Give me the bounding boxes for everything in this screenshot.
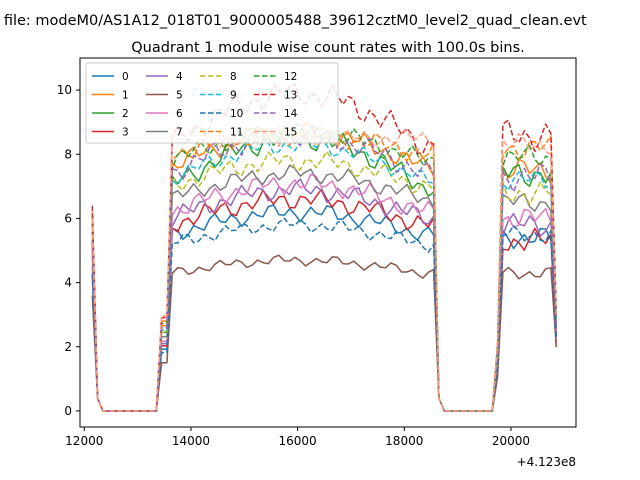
- legend-label-6: 6: [176, 108, 183, 120]
- y-tick-label: 4: [64, 276, 72, 290]
- legend-label-0: 0: [122, 71, 129, 83]
- legend-label-4: 4: [176, 71, 183, 83]
- legend-label-7: 7: [176, 127, 183, 139]
- x-tick-label: 14000: [172, 434, 210, 448]
- y-tick-label: 2: [64, 340, 72, 354]
- legend-label-5: 5: [176, 90, 183, 102]
- legend-box: [85, 62, 339, 144]
- legend-label-8: 8: [230, 71, 237, 83]
- legend-label-9: 9: [230, 90, 237, 102]
- legend-label-1: 1: [122, 90, 129, 102]
- y-tick-label: 10: [57, 83, 72, 97]
- x-axis: 12000 14000 16000 18000 20000: [65, 427, 530, 448]
- x-tick-label: 20000: [492, 434, 530, 448]
- legend-label-12: 12: [284, 71, 297, 83]
- legend-label-13: 13: [284, 90, 297, 102]
- x-tick-label: 16000: [279, 434, 317, 448]
- x-axis-offset-label: +4.123e8: [517, 455, 576, 469]
- y-tick-label: 6: [64, 211, 72, 225]
- legend-label-3: 3: [122, 127, 129, 139]
- chart-title: Quadrant 1 module wise count rates with …: [131, 40, 525, 56]
- legend-label-11: 11: [230, 127, 243, 139]
- plot-area-frame: [79, 57, 577, 428]
- legend-label-15: 15: [284, 127, 297, 139]
- x-tick-label: 12000: [65, 434, 103, 448]
- figure-suptitle: in file: modeM0/AS1A12_018T01_9000005488…: [0, 13, 587, 29]
- x-tick-label: 18000: [385, 434, 423, 448]
- y-tick-label: 0: [64, 404, 72, 418]
- legend-label-2: 2: [122, 108, 129, 120]
- y-tick-label: 8: [64, 147, 72, 161]
- legend-label-10: 10: [230, 108, 243, 120]
- y-axis: 0 2 4 6 8 10: [57, 83, 80, 418]
- legend-label-14: 14: [284, 108, 298, 120]
